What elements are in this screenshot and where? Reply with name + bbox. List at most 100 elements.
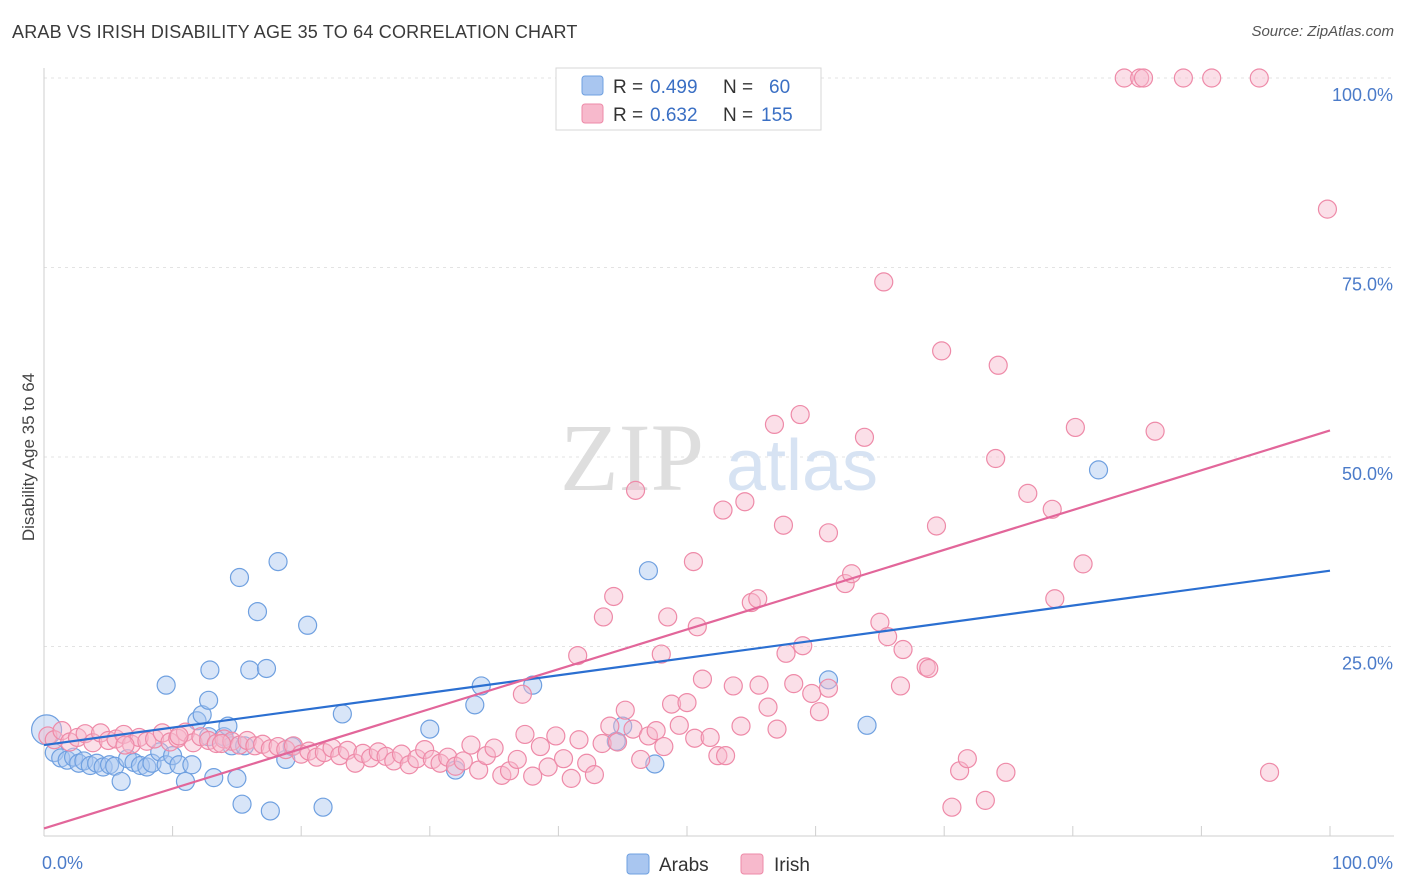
- irish-point: [988, 355, 1008, 375]
- arabs-point: [137, 757, 157, 777]
- irish-point: [651, 644, 671, 664]
- irish-point: [345, 753, 365, 773]
- irish-point: [384, 751, 404, 771]
- bottom-legend: Arabs Irish: [626, 853, 810, 876]
- irish-point: [874, 272, 894, 292]
- arabs-point: [156, 675, 176, 695]
- arabs-point: [182, 755, 202, 775]
- irish-point: [512, 684, 532, 704]
- arabs-point: [260, 801, 280, 821]
- bottom-irish-label: Irish: [774, 855, 810, 876]
- y-tick-label: 50.0%: [1342, 464, 1393, 484]
- irish-point: [692, 669, 713, 689]
- irish-point: [919, 658, 939, 679]
- irish-point: [577, 753, 597, 773]
- arabs-r-label: R =: [613, 77, 643, 98]
- irish-point: [818, 523, 839, 543]
- irish-point: [661, 694, 682, 714]
- arabs-n-value: 60: [769, 77, 790, 98]
- source-label: Source: ZipAtlas.com: [1251, 23, 1394, 40]
- irish-point: [735, 492, 755, 512]
- irish-point: [561, 768, 581, 788]
- irish-point: [415, 739, 435, 760]
- irish-point: [723, 676, 743, 696]
- irish-point: [546, 726, 566, 746]
- irish-point: [802, 683, 822, 704]
- irish-point: [568, 645, 588, 666]
- arabs-point: [1088, 460, 1109, 480]
- irish-point: [658, 607, 678, 627]
- irish-point: [430, 753, 450, 773]
- irish-point: [926, 516, 947, 536]
- irish-point: [654, 736, 674, 757]
- irish-point: [749, 675, 769, 695]
- x-tick-label: 100.0%: [1332, 853, 1393, 873]
- irish-point: [1073, 554, 1093, 574]
- irish-point: [764, 414, 785, 435]
- irish-point: [790, 404, 810, 425]
- arabs-point: [332, 704, 352, 724]
- irish-point: [1042, 499, 1062, 519]
- irish-point: [708, 746, 728, 766]
- arabs-point: [645, 754, 665, 774]
- irish-point: [677, 692, 697, 713]
- irish-point: [1249, 68, 1269, 88]
- irish-point: [476, 746, 496, 766]
- arabs-point: [313, 797, 333, 817]
- irish-point: [713, 500, 733, 520]
- arabs-point: [247, 602, 268, 622]
- irish-point: [607, 732, 628, 752]
- axes: [43, 68, 1394, 837]
- irish-point: [854, 427, 875, 447]
- x-tick-label: 0.0%: [42, 853, 83, 873]
- irish-point: [942, 797, 962, 817]
- irish-point: [784, 674, 804, 694]
- arabs-point: [465, 695, 485, 715]
- irish-point: [767, 719, 787, 739]
- y-tick-label: 75.0%: [1342, 275, 1393, 295]
- irish-point: [683, 552, 704, 572]
- irish-point: [615, 700, 635, 720]
- watermark-zip: ZIP: [560, 404, 704, 511]
- irish-point: [625, 480, 646, 500]
- irish-point: [776, 643, 796, 663]
- arabs-point: [240, 660, 260, 680]
- irish-point: [137, 731, 157, 751]
- arabs-trend-line: [43, 569, 1331, 747]
- irish-point: [950, 761, 970, 781]
- irish-point: [646, 721, 666, 741]
- arabs-point: [199, 690, 219, 710]
- arabs-point: [227, 768, 247, 788]
- irish-point: [1317, 199, 1338, 219]
- arabs-point: [232, 794, 252, 814]
- arabs-point: [63, 747, 84, 767]
- bottom-arabs-label: Arabs: [659, 855, 709, 876]
- irish-point: [685, 728, 705, 748]
- arabs-point: [142, 753, 162, 773]
- arabs-point: [130, 755, 151, 776]
- irish-point: [391, 744, 412, 764]
- irish-point: [461, 735, 481, 755]
- irish-point: [809, 702, 830, 722]
- arabs-point: [298, 615, 318, 635]
- irish-point: [986, 448, 1006, 469]
- irish-point: [1133, 68, 1154, 88]
- bottom-irish-swatch: [740, 853, 764, 875]
- irish-n-value: 155: [761, 105, 793, 126]
- arabs-point: [256, 658, 277, 679]
- irish-point: [211, 733, 232, 754]
- y-tick-label: 25.0%: [1342, 654, 1393, 674]
- arabs-n-label: N =: [723, 77, 753, 98]
- arabs-swatch: [581, 75, 604, 96]
- irish-point: [932, 341, 952, 361]
- irish-point: [890, 676, 911, 696]
- irish-trend-line: [43, 429, 1331, 830]
- y-tick-label: 100.0%: [1332, 85, 1393, 105]
- irish-point: [169, 726, 189, 746]
- irish-point: [299, 741, 319, 761]
- y-tick-labels: 25.0% 50.0% 75.0% 100.0%: [1332, 85, 1393, 674]
- arabs-point: [638, 561, 659, 581]
- arabs-point: [229, 567, 250, 588]
- irish-point: [758, 697, 778, 717]
